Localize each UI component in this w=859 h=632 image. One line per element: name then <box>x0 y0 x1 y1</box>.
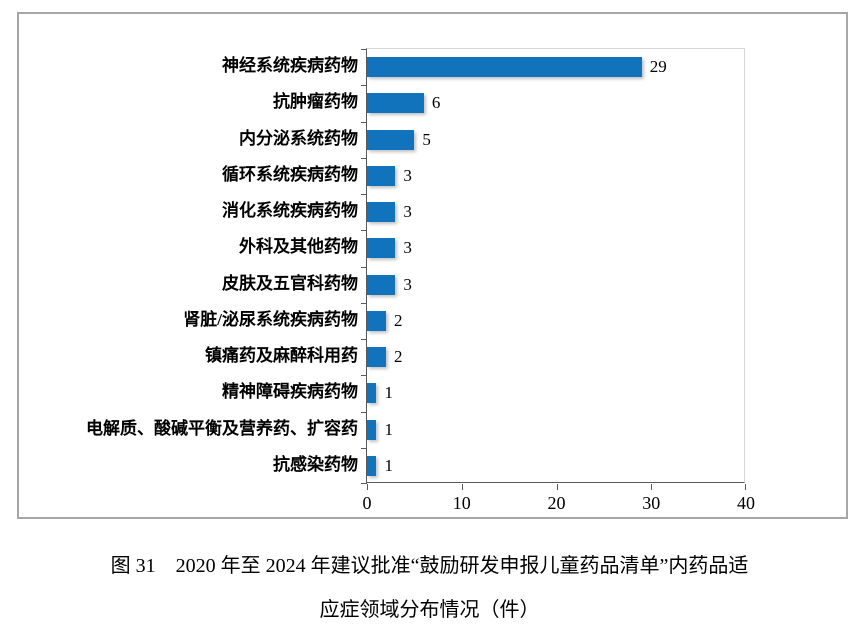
bar <box>367 165 396 186</box>
category-label: 消化系统疾病药物 <box>222 201 358 220</box>
bar <box>367 383 377 404</box>
figure-caption-line1: 图 31 2020 年至 2024 年建议批准“鼓励研发申报儿童药品清单”内药品… <box>110 555 749 577</box>
bar <box>367 238 396 259</box>
bar-value-label: 3 <box>403 238 412 258</box>
bar-value-label: 1 <box>384 419 393 439</box>
y-axis-tick <box>361 157 367 159</box>
x-axis-tick-label: 10 <box>452 493 471 513</box>
y-axis-tick <box>361 447 367 449</box>
bar <box>367 202 396 223</box>
category-label: 神经系统疾病药物 <box>222 56 358 75</box>
figure-caption: 图 31 2020 年至 2024 年建议批准“鼓励研发申报儿童药品清单”内药品… <box>0 544 859 632</box>
x-axis-tick-label: 30 <box>642 493 661 513</box>
y-axis-tick <box>361 266 367 268</box>
category-label: 电解质、酸碱平衡及营养药、扩容药 <box>86 418 358 438</box>
bar-value-label: 2 <box>393 347 403 366</box>
y-axis-tick <box>361 302 367 304</box>
plot-area: 29 6 5 3 3 3 3 2 2 1 1 1 0 10 20 30 40 <box>361 48 755 513</box>
category-label: 肾脏/泌尿系统疾病药物 <box>183 309 358 329</box>
bar-value-label: 3 <box>403 202 412 221</box>
category-label: 抗感染药物 <box>273 454 358 474</box>
bar <box>367 455 377 476</box>
x-axis-tick <box>651 484 653 490</box>
category-label: 精神障碍疾病药物 <box>222 382 358 402</box>
x-axis-tick <box>745 484 746 490</box>
y-axis-tick <box>361 49 367 50</box>
bar <box>367 310 386 331</box>
bar-value-label: 3 <box>403 165 412 185</box>
y-axis-tick <box>361 121 367 123</box>
category-label: 循环系统疾病药物 <box>222 164 358 184</box>
y-axis-tick <box>361 339 367 340</box>
category-label: 镇痛药及麻醉科用药 <box>205 346 358 365</box>
bar <box>367 93 424 114</box>
y-axis-tick <box>361 85 367 87</box>
y-axis-tick <box>361 230 367 232</box>
bar-value-label: 2 <box>393 310 403 330</box>
y-axis-tick <box>361 483 367 484</box>
bar-value-label: 6 <box>431 93 441 113</box>
y-axis-tick <box>361 411 367 413</box>
bar-value-label: 1 <box>384 455 393 475</box>
figure-caption-line2: 应症领域分布情况（件） <box>319 599 540 621</box>
x-axis-tick-label: 0 <box>362 493 372 513</box>
y-axis-tick <box>361 375 367 377</box>
category-label: 内分泌系统药物 <box>239 128 358 148</box>
chart-frame: 神经系统疾病药物抗肿瘤药物内分泌系统药物循环系统疾病药物 消化系统疾病药物外科及其… <box>17 12 848 519</box>
category-label: 皮肤及五官科药物 <box>222 273 358 293</box>
bar-value-label: 5 <box>422 129 431 149</box>
x-axis-tick <box>367 484 368 490</box>
bar <box>367 347 386 368</box>
bar-value-label: 1 <box>384 383 393 403</box>
x-axis-tick <box>556 484 558 490</box>
bar-value-label: 29 <box>649 57 667 76</box>
bar-value-label: 3 <box>403 274 412 294</box>
category-label: 外科及其他药物 <box>239 237 358 257</box>
y-axis-category-labels: 神经系统疾病药物抗肿瘤药物内分泌系统药物循环系统疾病药物 消化系统疾病药物外科及其… <box>19 48 358 483</box>
x-axis-tick-label: 40 <box>737 493 755 513</box>
bar <box>367 274 396 295</box>
x-axis-tick <box>461 484 463 490</box>
bar <box>367 57 642 78</box>
bar <box>367 129 415 150</box>
y-axis-tick <box>361 194 367 195</box>
bar <box>367 419 377 440</box>
x-axis-tick-label: 20 <box>547 493 566 513</box>
category-label: 抗肿瘤药物 <box>273 92 358 112</box>
